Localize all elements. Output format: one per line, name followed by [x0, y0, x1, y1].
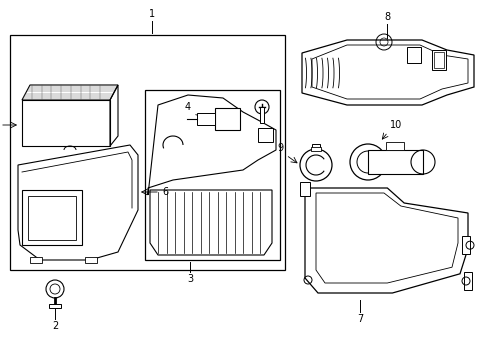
Bar: [461, 236, 469, 254]
Bar: [367, 150, 422, 174]
Text: 9: 9: [277, 143, 284, 153]
Text: 7: 7: [356, 314, 363, 324]
Bar: [145, 90, 280, 260]
Bar: [310, 147, 320, 151]
Bar: [385, 142, 403, 150]
Bar: [49, 304, 61, 308]
Bar: [406, 47, 420, 63]
Bar: [463, 272, 471, 290]
Text: 1: 1: [149, 9, 155, 19]
Text: 4: 4: [184, 102, 191, 112]
Bar: [433, 52, 443, 68]
Bar: [260, 107, 264, 123]
Text: 3: 3: [186, 274, 193, 284]
Bar: [299, 182, 309, 196]
Text: 2: 2: [52, 321, 58, 331]
Text: 6: 6: [162, 187, 168, 197]
Text: 10: 10: [389, 120, 402, 130]
Text: 8: 8: [383, 12, 389, 22]
Bar: [311, 144, 319, 150]
Bar: [431, 50, 445, 70]
Bar: [197, 113, 215, 125]
Bar: [10, 35, 285, 270]
Bar: [30, 257, 42, 263]
Bar: [85, 257, 97, 263]
Bar: [215, 108, 240, 130]
